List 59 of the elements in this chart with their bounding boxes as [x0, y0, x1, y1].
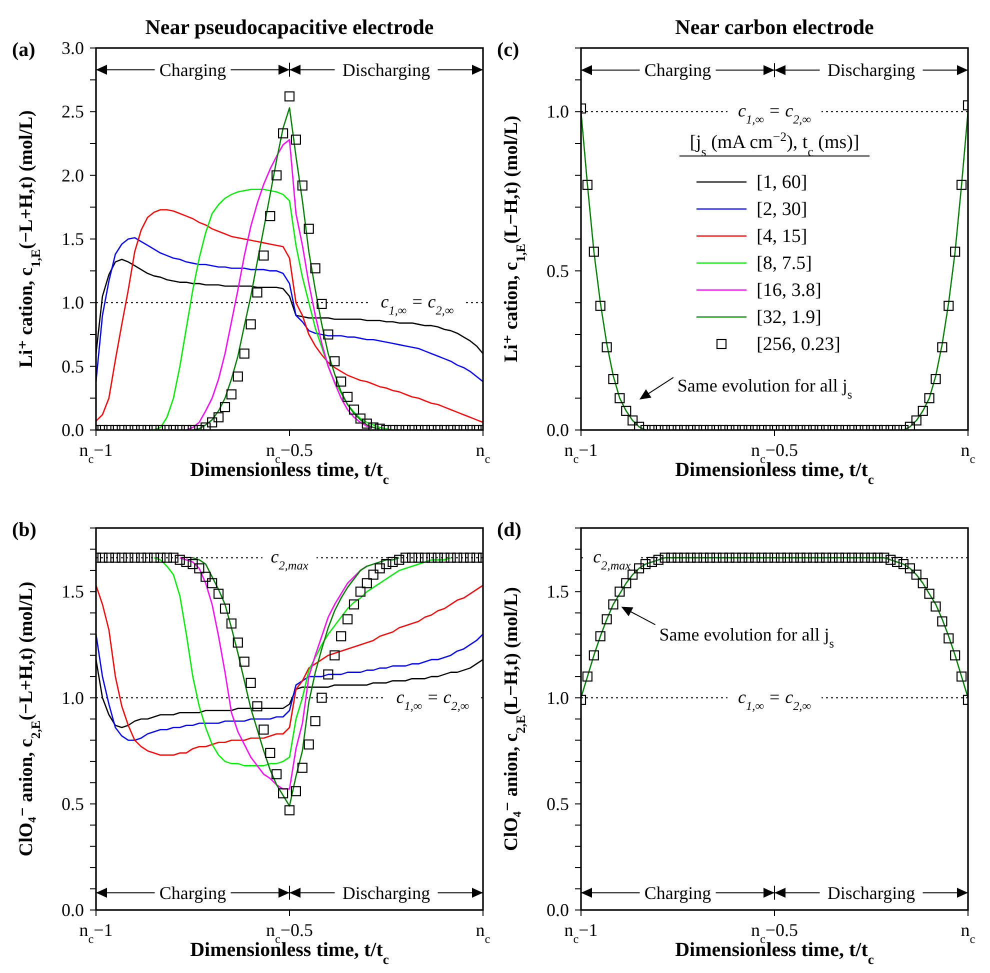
annotation: Charging: [644, 882, 712, 903]
legend-label: [256, 0.23]: [756, 334, 840, 355]
y-tick-label: 1.0: [62, 688, 84, 708]
x-tick-label: n$_{c}$: [960, 920, 976, 946]
legend-label: [1, 60]: [756, 172, 808, 193]
x-tick-label: n$_{c}$−1: [564, 920, 598, 946]
ref-line-label: c$_{1,∞}$ = c$_{2,∞}$: [738, 100, 812, 127]
x-tick-label: n$_{c}$: [960, 440, 976, 466]
legend-label: [8, 7.5]: [756, 253, 812, 274]
chart-title: Near carbon electrode: [675, 15, 874, 39]
annotation: Discharging: [342, 60, 430, 80]
y-tick-label: 0.0: [546, 420, 569, 440]
y-tick-label: 0.0: [546, 900, 569, 920]
line-series: [96, 633, 483, 741]
x-tick-label: n$_{c}$: [476, 440, 491, 466]
annotation: Same evolution for all j$_{s}$: [677, 375, 852, 402]
x-tick-label: n$_{c}$−1: [564, 440, 598, 466]
y-tick-label: 1.0: [62, 292, 84, 313]
ref-line-label: c$_{2,max}$: [593, 546, 632, 573]
x-tick-label: n$_{c}$−1: [79, 920, 113, 946]
ref-line-label: c$_{1,∞}$ = c$_{2,∞}$: [396, 686, 470, 713]
y-tick-label: 0.0: [62, 420, 84, 440]
legend-label: [32, 1.9]: [756, 307, 822, 328]
y-tick-label: 1.5: [62, 229, 84, 249]
y-tick-label: 3.0: [62, 38, 84, 58]
y-tick-label: 2.0: [62, 165, 84, 186]
y-tick-label: 1.5: [546, 582, 569, 602]
y-tick-label: 0.5: [546, 260, 569, 281]
annotation: Discharging: [827, 882, 916, 903]
x-tick-label: n$_{c}$−1: [79, 440, 113, 466]
annotation: Charging: [159, 882, 226, 903]
y-tick-label: 0.5: [62, 356, 84, 376]
line-series: [96, 237, 483, 382]
x-tick-label: n$_{c}$: [476, 920, 491, 946]
ref-line-label: c$_{1,∞}$ = c$_{2,∞}$: [738, 686, 812, 713]
y-tick-label: 0.0: [62, 900, 84, 920]
line-series: [96, 209, 483, 424]
y-tick-label: 2.5: [62, 102, 84, 122]
y-tick-label: 1.5: [62, 582, 84, 602]
legend-label: [2, 30]: [756, 199, 808, 220]
text: (c): [497, 39, 520, 61]
y-tick-label: 1.0: [546, 688, 569, 708]
chart-title: Near pseudocapacitive electrode: [145, 15, 434, 39]
ref-line-label: c$_{2,max}$: [270, 546, 309, 573]
text: (a): [12, 39, 36, 61]
legend-label: [16, 3.8]: [756, 280, 822, 301]
annotation: Same evolution for all j$_{s}$: [659, 624, 834, 651]
line-series: [96, 584, 483, 756]
annotation: Charging: [159, 60, 226, 80]
ref-line-label: c$_{1,∞}$ = c$_{2,∞}$: [380, 292, 454, 318]
annotation: Discharging: [827, 60, 916, 80]
y-tick-label: 0.5: [546, 794, 569, 814]
annotation: Charging: [644, 60, 712, 80]
text: (d): [497, 519, 522, 541]
text: (b): [12, 519, 36, 541]
legend-label: [4, 15]: [756, 226, 808, 247]
y-tick-label: 0.5: [62, 794, 84, 814]
y-tick-label: 1.0: [546, 102, 569, 122]
annotation: Discharging: [342, 882, 430, 903]
